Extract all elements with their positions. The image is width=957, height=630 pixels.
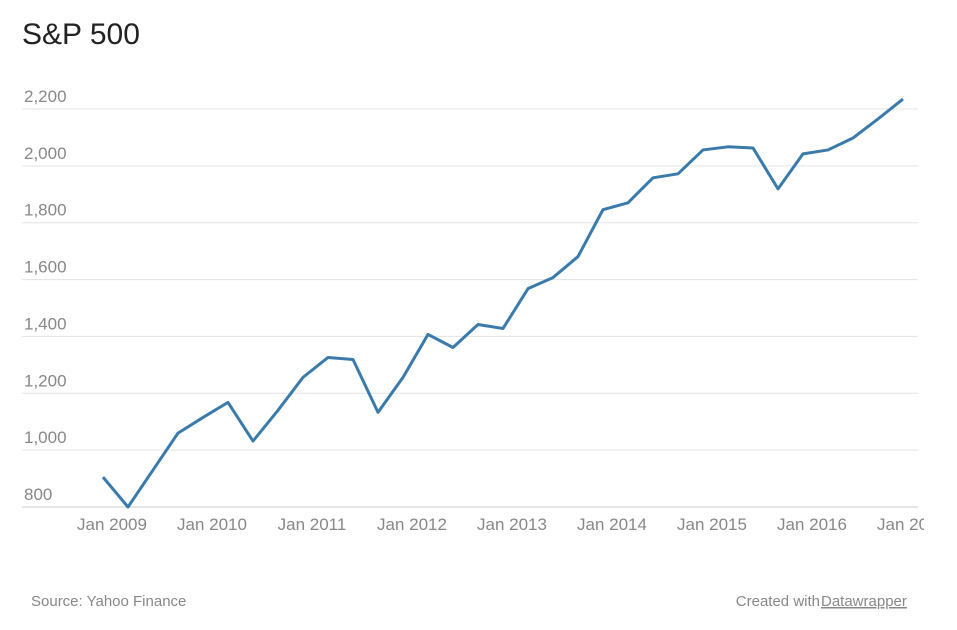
y-tick-label: 2,000 [24, 144, 67, 163]
x-tick-label: Jan 2015 [677, 515, 747, 534]
x-tick-label: Jan 2013 [477, 515, 547, 534]
x-tick-label: Jan 2009 [77, 515, 147, 534]
chart-title: S&P 500 [22, 18, 140, 51]
line [101, 97, 904, 509]
x-tick-label: Jan 2010 [177, 515, 247, 534]
datawrapper-link[interactable]: Datawrapper [821, 593, 907, 610]
y-tick-label: 1,400 [24, 314, 67, 333]
y-tick-label: 1,800 [24, 201, 67, 220]
x-tick-label: Jan 2017 [877, 515, 947, 534]
x-axis: Jan 2009 Jan 2010 Jan 2011 Jan 2012 Jan 2013… [77, 515, 947, 534]
x-tick-label: Jan 2014 [577, 515, 647, 534]
y-tick-label: 1,000 [24, 428, 67, 447]
source: Source: Yahoo Finance [31, 593, 186, 610]
plot [101, 97, 904, 509]
y-tick-label: 1,600 [24, 258, 67, 277]
y-tick-label: 2,200 [24, 87, 67, 106]
credit-link[interactable]: Datawrapper [821, 593, 907, 610]
credit: Created with [736, 593, 820, 610]
x-tick-label: Jan 2016 [777, 515, 847, 534]
y-tick-label: 1,200 [24, 371, 67, 390]
grid: 800 1,000 1,200 1,400 1,600 1,800 2,000 2,200 [22, 87, 918, 508]
x-tick-label: Jan 2012 [377, 515, 447, 534]
y-tick-label: 800 [24, 485, 52, 504]
x-tick-label: Jan 2011 [278, 515, 347, 534]
